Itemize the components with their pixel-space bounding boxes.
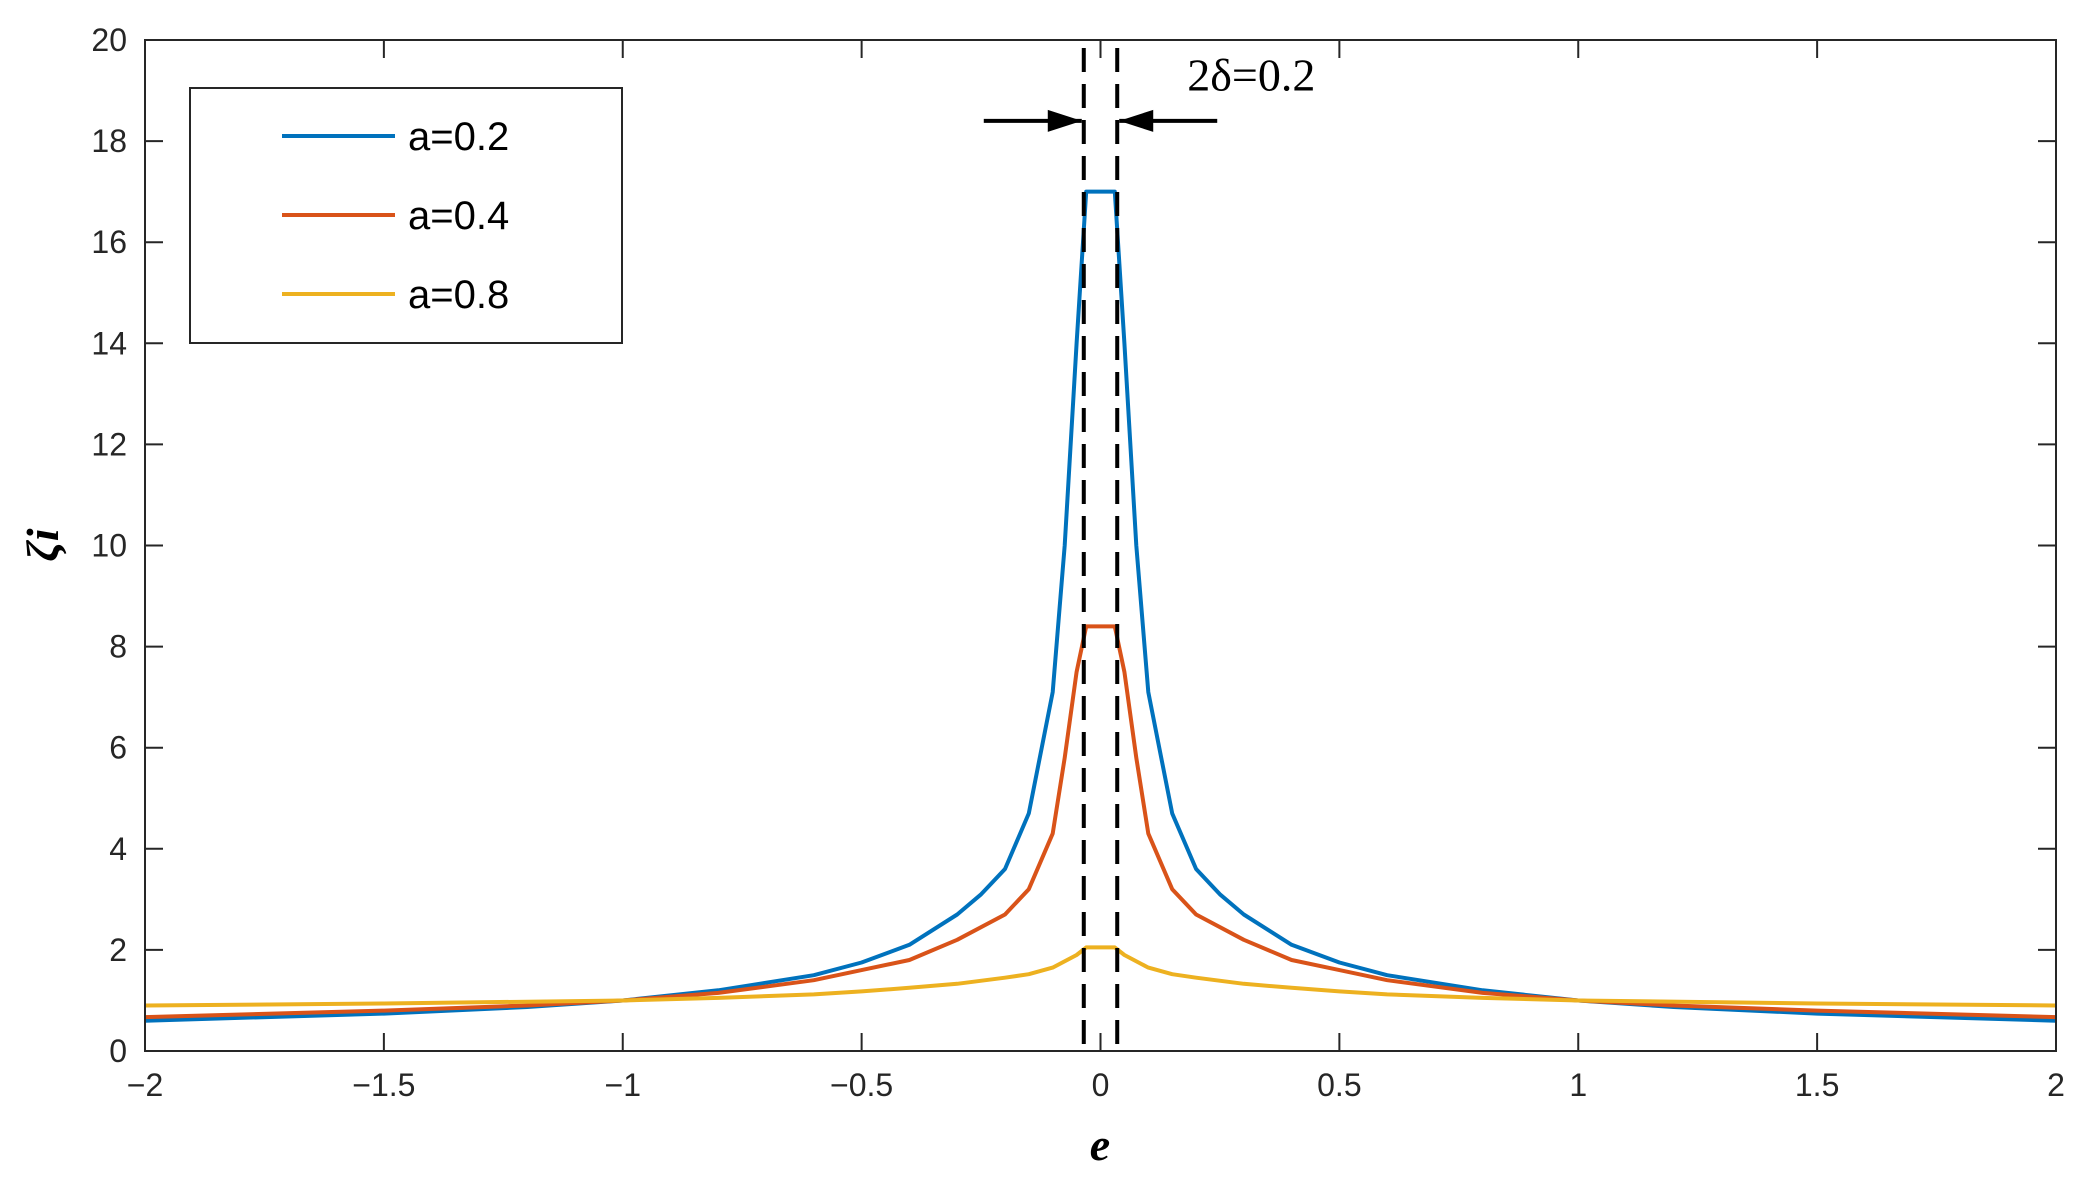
legend-label-0: a=0.2 (408, 115, 509, 159)
legend-box (189, 87, 623, 344)
x-tick-label: 0 (1092, 1067, 1110, 1103)
legend-label-1: a=0.4 (408, 194, 509, 238)
y-tick-label: 18 (91, 123, 127, 159)
series-line-0 (145, 189, 2056, 1023)
delta-arrow-right-head (1119, 109, 1154, 132)
annotation-layer: 2δ=0.2 (983, 48, 1315, 1051)
y-tick-label: 16 (91, 224, 127, 260)
y-tick-label: 10 (91, 528, 127, 564)
x-axis-label: e (1090, 1119, 1110, 1170)
y-tick-label: 14 (91, 325, 127, 361)
x-tick-label: −1.5 (352, 1067, 415, 1103)
y-tick-label: 6 (109, 730, 127, 766)
series-line-2 (145, 945, 2056, 1008)
y-axis-label: ζi (17, 528, 68, 561)
y-tick-label: 2 (109, 932, 127, 968)
y-tick-label: 12 (91, 426, 127, 462)
x-tick-label: −0.5 (830, 1067, 893, 1103)
y-tick-label: 4 (109, 831, 127, 867)
delta-arrow-left-head (1047, 109, 1082, 132)
x-tick-label: −1 (605, 1067, 641, 1103)
legend-label-2: a=0.8 (408, 273, 509, 317)
y-tick-label: 0 (109, 1033, 127, 1069)
series-line-1 (145, 624, 2056, 1020)
x-tick-label: 1 (1569, 1067, 1587, 1103)
legend: a=0.2 a=0.4 a=0.8 (189, 87, 623, 344)
y-tick-label: 20 (91, 22, 127, 58)
x-tick-label: 0.5 (1317, 1067, 1361, 1103)
x-tick-label: 2 (2047, 1067, 2065, 1103)
delta-annotation-label: 2δ=0.2 (1187, 50, 1315, 101)
y-tick-label: 8 (109, 629, 127, 665)
series-layer (145, 189, 2056, 1023)
x-tick-label: 1.5 (1795, 1067, 1839, 1103)
x-tick-label: −2 (127, 1067, 163, 1103)
